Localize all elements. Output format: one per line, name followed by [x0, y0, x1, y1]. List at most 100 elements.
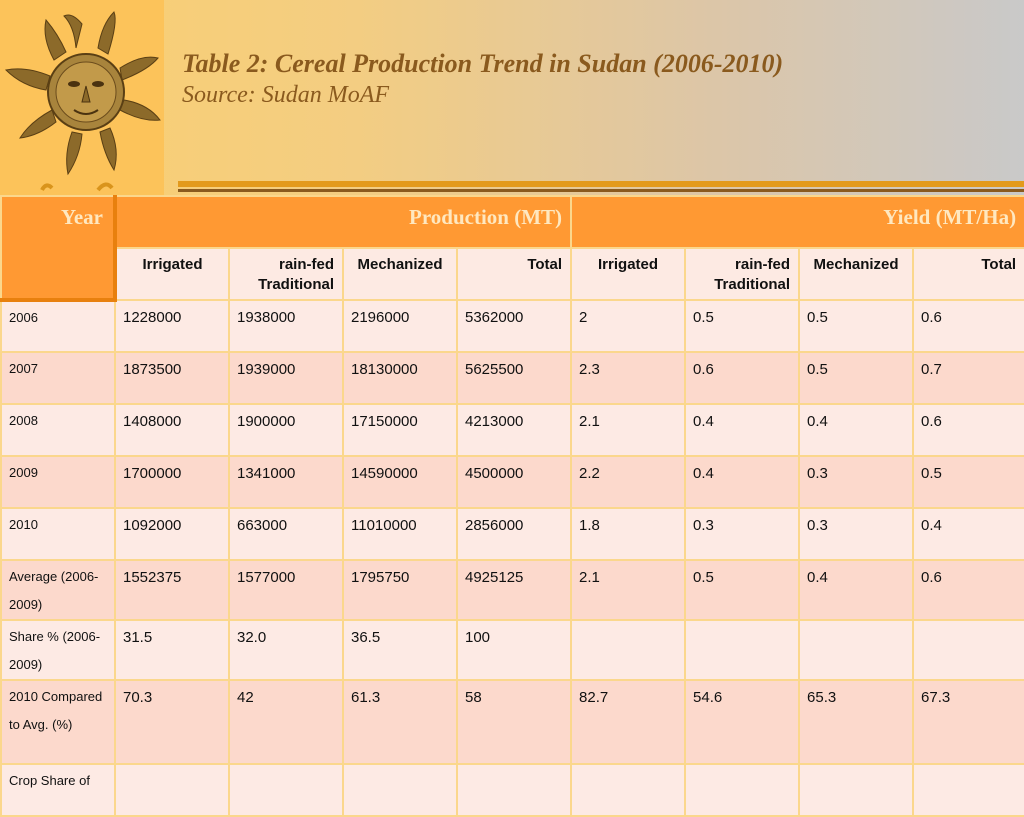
cell-yield-total: 67.3	[912, 679, 1024, 765]
cell-production-mechanized: 11010000	[342, 507, 458, 561]
cell-production-total	[455, 763, 573, 817]
row-year: Share % (2006-2009)	[0, 619, 116, 681]
cell-yield-rainfed: 0.6	[684, 351, 801, 405]
cereal-production-table: Year Production (MT) Yield (MT/Ha) Irrig…	[0, 195, 1024, 817]
cell-yield-total: 0.5	[912, 455, 1024, 509]
cell-production-mechanized: 1795750	[342, 559, 458, 621]
title-block: Table 2: Cereal Production Trend in Suda…	[182, 48, 783, 110]
row-year: 2009	[0, 455, 116, 509]
cell-production-total: 5625500	[455, 351, 573, 405]
row-year: Average (2006-2009)	[0, 559, 116, 621]
cell-production-mechanized: 2196000	[342, 299, 458, 353]
cell-yield-total	[912, 619, 1024, 681]
row-year: Crop Share of	[0, 763, 116, 817]
year-header: Year	[0, 195, 117, 302]
subheader-yield-rainfed: rain-fed Traditional	[684, 247, 801, 301]
table-row: Average (2006-2009) 1552375 1577000 1795…	[0, 559, 1024, 621]
cell-production-irrigated: 70.3	[114, 679, 230, 765]
table-row: 2006 1228000 1938000 2196000 5362000 2 0…	[0, 299, 1024, 353]
cell-yield-total	[912, 763, 1024, 817]
subheader-production-mechanized: Mechanized	[342, 247, 458, 301]
cell-production-rainfed: 32.0	[228, 619, 344, 681]
cell-production-rainfed	[228, 763, 344, 817]
cell-yield-rainfed: 54.6	[684, 679, 801, 765]
table-row: Crop Share of	[0, 763, 1024, 817]
cell-production-rainfed: 1577000	[228, 559, 344, 621]
cell-yield-rainfed	[684, 619, 801, 681]
cell-yield-total: 0.4	[912, 507, 1024, 561]
cell-production-rainfed: 663000	[228, 507, 344, 561]
table-row: 2008 1408000 1900000 17150000 4213000 2.…	[0, 403, 1024, 457]
cell-production-irrigated: 1700000	[114, 455, 230, 509]
subheader-production-total: Total	[455, 247, 573, 301]
cell-yield-mechanized	[798, 763, 915, 817]
cell-production-total: 100	[455, 619, 573, 681]
cell-production-rainfed: 1341000	[228, 455, 344, 509]
cell-yield-mechanized: 65.3	[798, 679, 915, 765]
cell-production-mechanized: 17150000	[342, 403, 458, 457]
cell-yield-rainfed: 0.5	[684, 559, 801, 621]
cell-yield-irrigated: 82.7	[570, 679, 687, 765]
cell-yield-irrigated: 2	[570, 299, 687, 353]
subheader-production-rainfed: rain-fed Traditional	[228, 247, 344, 301]
table-row: 2010 1092000 663000 11010000 2856000 1.8…	[0, 507, 1024, 561]
cell-yield-total: 0.6	[912, 299, 1024, 353]
cell-yield-irrigated: 2.3	[570, 351, 687, 405]
cell-production-rainfed: 1939000	[228, 351, 344, 405]
cell-yield-rainfed: 0.3	[684, 507, 801, 561]
cell-yield-rainfed: 0.5	[684, 299, 801, 353]
cell-yield-total: 0.6	[912, 559, 1024, 621]
cell-yield-irrigated	[570, 619, 687, 681]
cell-production-total: 2856000	[455, 507, 573, 561]
subheader-production-irrigated: Irrigated	[114, 247, 230, 301]
row-year: 2007	[0, 351, 116, 405]
row-year: 2010 Compared to Avg. (%)	[0, 679, 116, 765]
cell-yield-mechanized: 0.3	[798, 507, 915, 561]
cell-production-irrigated: 1552375	[114, 559, 230, 621]
cell-production-rainfed: 42	[228, 679, 344, 765]
cell-yield-mechanized: 0.4	[798, 403, 915, 457]
cell-yield-irrigated: 2.1	[570, 559, 687, 621]
cell-yield-total: 0.6	[912, 403, 1024, 457]
cell-production-irrigated: 1092000	[114, 507, 230, 561]
yield-header: Yield (MT/Ha)	[570, 195, 1024, 249]
row-year: 2006	[0, 299, 116, 353]
cell-production-total: 5362000	[455, 299, 573, 353]
cell-production-irrigated: 1408000	[114, 403, 230, 457]
cell-production-total: 4925125	[455, 559, 573, 621]
cell-production-total: 4213000	[455, 403, 573, 457]
cell-production-rainfed: 1938000	[228, 299, 344, 353]
logo-panel	[0, 0, 164, 196]
cell-production-total: 4500000	[455, 455, 573, 509]
row-year: 2008	[0, 403, 116, 457]
cell-production-irrigated: 31.5	[114, 619, 230, 681]
subheader-yield-mechanized: Mechanized	[798, 247, 915, 301]
cell-yield-total: 0.7	[912, 351, 1024, 405]
title-divider-thin	[178, 189, 1024, 192]
cell-yield-rainfed	[684, 763, 801, 817]
slide-subtitle: Source: Sudan MoAF	[182, 82, 390, 108]
cell-production-mechanized: 18130000	[342, 351, 458, 405]
subheader-yield-irrigated: Irrigated	[570, 247, 687, 301]
slide-title: Table 2: Cereal Production Trend in Suda…	[182, 49, 784, 78]
table-row: 2007 1873500 1939000 18130000 5625500 2.…	[0, 351, 1024, 405]
cell-production-mechanized: 61.3	[342, 679, 458, 765]
sun-icon	[4, 11, 161, 192]
cell-yield-irrigated: 1.8	[570, 507, 687, 561]
cell-production-irrigated	[114, 763, 230, 817]
cell-production-mechanized	[342, 763, 458, 817]
subheader-yield-total: Total	[912, 247, 1024, 301]
cell-production-total: 58	[455, 679, 573, 765]
cell-yield-mechanized: 0.5	[798, 299, 915, 353]
data-table-wrap: Year Production (MT) Yield (MT/Ha) Irrig…	[0, 195, 1024, 817]
cell-yield-rainfed: 0.4	[684, 455, 801, 509]
cell-yield-mechanized: 0.3	[798, 455, 915, 509]
title-divider	[178, 181, 1024, 187]
cell-production-mechanized: 36.5	[342, 619, 458, 681]
cell-yield-rainfed: 0.4	[684, 403, 801, 457]
table-row: 2010 Compared to Avg. (%) 70.3 42 61.3 5…	[0, 679, 1024, 765]
header-band	[0, 0, 1024, 196]
cell-yield-irrigated	[570, 763, 687, 817]
cell-yield-irrigated: 2.2	[570, 455, 687, 509]
table-row: 2009 1700000 1341000 14590000 4500000 2.…	[0, 455, 1024, 509]
